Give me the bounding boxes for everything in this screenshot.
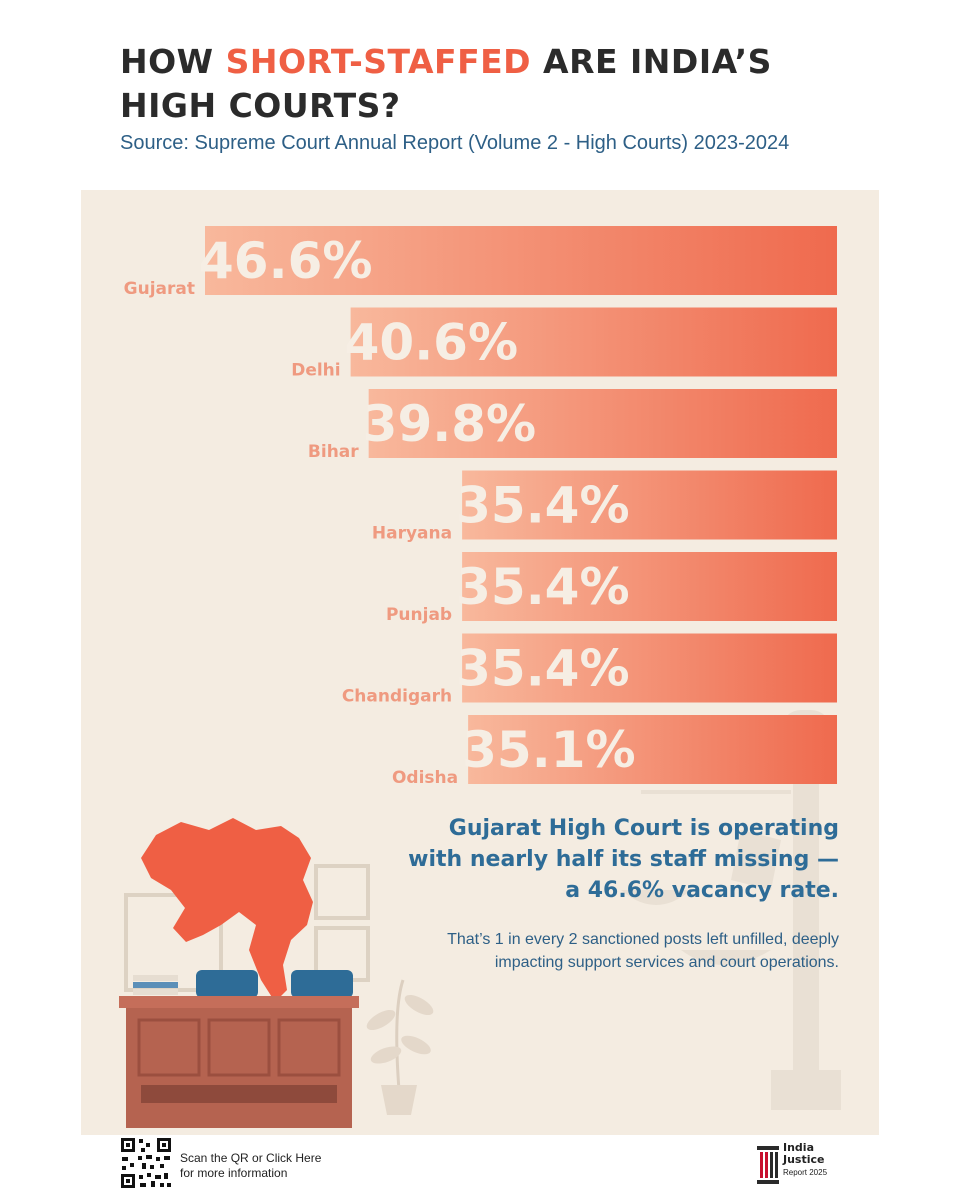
illustration-layer: 46.6%Gujarat40.6%Delhi39.8%Bihar35.4%Har… [119,226,841,1128]
qr-code-icon[interactable] [120,1137,172,1189]
qr-caption-line2: for more information [180,1166,288,1180]
bar-delhi [350,307,837,377]
callout-body: That’s 1 in every 2 sanctioned posts lef… [447,931,839,971]
bar-value-label: 35.4% [456,558,629,616]
justice-scales-background-icon [621,710,841,1110]
title-pre: HOW [120,42,226,81]
title-highlight: SHORT-STAFFED [225,42,532,81]
bar-value-label: 39.8% [363,395,536,453]
potted-plant-icon [366,979,434,1115]
footer: Scan the QR or Click Here for more infor… [0,1135,960,1200]
logo-line2: Justice [783,1153,825,1166]
gujarat-map-icon [141,818,313,1002]
bar-chart: 46.6%Gujarat40.6%Delhi39.8%Bihar35.4%Har… [124,226,837,788]
category-label: Bihar [308,442,359,462]
infographic-panel: 46.6% Gujarat 40.6% Delhi 39.8% Bihar 35.4% Har… [81,190,879,1135]
bar-chandigarh [462,633,837,703]
bar-odisha [468,715,837,784]
bar-value-label: 35.1% [462,721,635,779]
callout-headline: Gujarat High Court is operating with nea… [408,816,839,903]
logo-line1: India [783,1141,814,1154]
bar-value-label: 35.4% [456,640,629,698]
category-label: Punjab [386,605,452,625]
page-title: HOW SHORT-STAFFED ARE INDIA’S HIGH COURT… [120,40,840,128]
category-label: Odisha [392,768,458,788]
source-subtitle: Source: Supreme Court Annual Report (Vol… [120,132,790,154]
bar-punjab [462,552,837,621]
logo-subtext: Report 2025 [783,1168,828,1177]
category-label: Haryana [372,524,452,544]
bar-haryana [462,470,837,540]
bar-value-label: 46.6% [199,232,372,290]
desk-icon [119,970,359,1128]
bar-value-label: 35.4% [456,477,629,535]
category-label: Delhi [291,361,340,381]
qr-caption-line1[interactable]: Scan the QR or Click Here [180,1151,322,1165]
qr-caption[interactable]: Scan the QR or Click Here for more infor… [180,1151,321,1181]
logo-text: India Justice [783,1142,824,1166]
bar-bihar [368,389,837,458]
india-justice-report-logo: India Justice Report 2025 [757,1140,847,1192]
title-post: ARE INDIA’S HIGH COURTS? [120,42,772,125]
bar-value-label: 40.6% [345,314,518,372]
bar-gujarat [205,226,837,295]
category-label: Chandigarh [342,687,452,707]
pillar-logo-icon [757,1146,779,1184]
category-label: Gujarat [124,279,195,299]
